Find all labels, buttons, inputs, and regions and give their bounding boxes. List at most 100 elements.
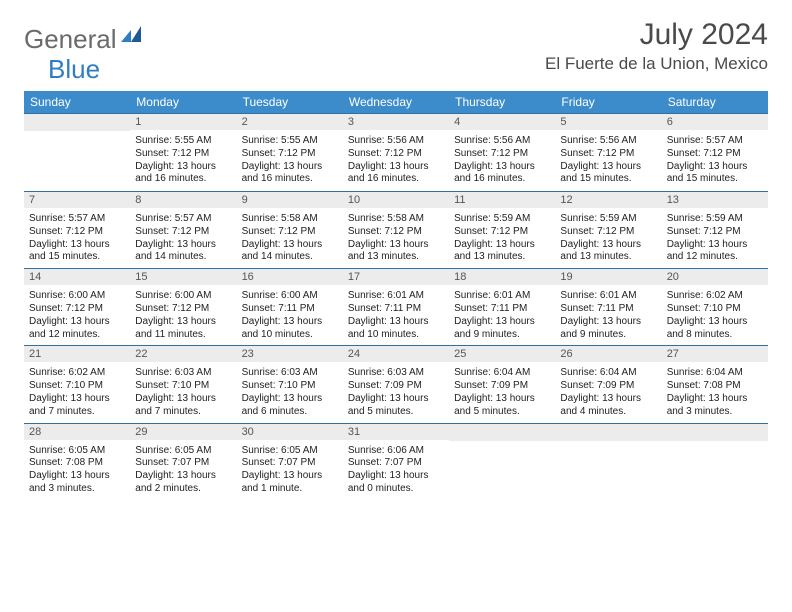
calendar-day-cell: 30Sunrise: 6:05 AMSunset: 7:07 PMDayligh… xyxy=(237,423,343,501)
brand-logo: General xyxy=(24,18,145,55)
sunrise-text: Sunrise: 5:59 AM xyxy=(560,213,656,226)
sunrise-text: Sunrise: 6:04 AM xyxy=(667,367,763,380)
sunrise-text: Sunrise: 6:02 AM xyxy=(667,290,763,303)
day-details: Sunrise: 6:04 AMSunset: 7:09 PMDaylight:… xyxy=(555,364,661,422)
day-details: Sunrise: 5:59 AMSunset: 7:12 PMDaylight:… xyxy=(662,210,768,268)
day-details: Sunrise: 6:00 AMSunset: 7:11 PMDaylight:… xyxy=(237,287,343,345)
calendar-day-cell: 25 Sunrise: 6:04 AMSunset: 7:09 PMDayligh… xyxy=(449,346,555,423)
daylight-text: Daylight: 13 hours and 10 minutes. xyxy=(242,316,338,342)
sunrise-text: Sunrise: 6:03 AM xyxy=(135,367,231,380)
sunset-text: Sunset: 7:12 PM xyxy=(242,226,338,239)
daylight-text: Daylight: 13 hours and 16 minutes. xyxy=(135,161,231,187)
empty-day-header xyxy=(555,424,661,441)
day-number: 13 xyxy=(662,192,768,208)
daylight-text: Daylight: 13 hours and 16 minutes. xyxy=(348,161,444,187)
brand-part2: Blue xyxy=(48,54,100,85)
day-details: Sunrise: 6:02 AMSunset: 7:10 PMDaylight:… xyxy=(662,287,768,345)
sunrise-text: Sunrise: 6:01 AM xyxy=(348,290,444,303)
sunset-text: Sunset: 7:07 PM xyxy=(242,457,338,470)
day-details: Sunrise: 5:56 AMSunset: 7:12 PMDaylight:… xyxy=(343,132,449,190)
sunset-text: Sunset: 7:12 PM xyxy=(667,226,763,239)
calendar-day-cell: 3Sunrise: 5:56 AMSunset: 7:12 PMDaylight… xyxy=(343,114,449,192)
day-number: 12 xyxy=(555,192,661,208)
daylight-text: Daylight: 13 hours and 2 minutes. xyxy=(135,470,231,496)
day-details: Sunrise: 6:06 AMSunset: 7:07 PMDaylight:… xyxy=(343,442,449,500)
weekday-header-row: Sunday Monday Tuesday Wednesday Thursday… xyxy=(24,91,768,114)
sunrise-text: Sunrise: 6:01 AM xyxy=(560,290,656,303)
daylight-text: Daylight: 13 hours and 14 minutes. xyxy=(242,239,338,265)
sunrise-text: Sunrise: 6:02 AM xyxy=(29,367,125,380)
sunset-text: Sunset: 7:09 PM xyxy=(454,380,550,393)
calendar-day-cell: 21Sunrise: 6:02 AMSunset: 7:10 PMDayligh… xyxy=(24,346,130,423)
title-block: July 2024 El Fuerte de la Union, Mexico xyxy=(545,18,768,74)
day-details: Sunrise: 6:04 AMSunset: 7:09 PMDaylight:… xyxy=(449,364,555,422)
calendar-week-row: 7Sunrise: 5:57 AMSunset: 7:12 PMDaylight… xyxy=(24,192,768,269)
day-number: 22 xyxy=(130,346,236,362)
empty-day-header xyxy=(662,424,768,441)
day-details: Sunrise: 5:56 AMSunset: 7:12 PMDaylight:… xyxy=(555,132,661,190)
calendar-day-cell: 13 Sunrise: 5:59 AMSunset: 7:12 PMDayligh… xyxy=(662,192,768,269)
calendar-table: Sunday Monday Tuesday Wednesday Thursday… xyxy=(24,91,768,501)
sunrise-text: Sunrise: 5:57 AM xyxy=(667,135,763,148)
sunset-text: Sunset: 7:12 PM xyxy=(348,226,444,239)
calendar-day-cell: 27Sunrise: 6:04 AMSunset: 7:08 PMDayligh… xyxy=(662,346,768,423)
daylight-text: Daylight: 13 hours and 16 minutes. xyxy=(242,161,338,187)
day-number: 4 xyxy=(449,114,555,130)
weekday-header: Sunday xyxy=(24,91,130,114)
calendar-day-cell xyxy=(555,423,661,501)
day-number: 28 xyxy=(24,424,130,440)
sunset-text: Sunset: 7:12 PM xyxy=(348,148,444,161)
daylight-text: Daylight: 13 hours and 14 minutes. xyxy=(135,239,231,265)
sunrise-text: Sunrise: 6:06 AM xyxy=(348,445,444,458)
weekday-header: Saturday xyxy=(662,91,768,114)
sunset-text: Sunset: 7:12 PM xyxy=(29,226,125,239)
calendar-day-cell xyxy=(24,114,130,192)
day-details: Sunrise: 5:56 AMSunset: 7:12 PMDaylight:… xyxy=(449,132,555,190)
day-details: Sunrise: 5:55 AMSunset: 7:12 PMDaylight:… xyxy=(130,132,236,190)
day-number: 29 xyxy=(130,424,236,440)
daylight-text: Daylight: 13 hours and 15 minutes. xyxy=(667,161,763,187)
day-number: 8 xyxy=(130,192,236,208)
calendar-day-cell: 31Sunrise: 6:06 AMSunset: 7:07 PMDayligh… xyxy=(343,423,449,501)
sunrise-text: Sunrise: 6:00 AM xyxy=(135,290,231,303)
month-title: July 2024 xyxy=(545,18,768,52)
day-number: 7 xyxy=(24,192,130,208)
day-details: Sunrise: 5:57 AMSunset: 7:12 PMDaylight:… xyxy=(662,132,768,190)
day-details: Sunrise: 5:57 AMSunset: 7:12 PMDaylight:… xyxy=(130,210,236,268)
daylight-text: Daylight: 13 hours and 9 minutes. xyxy=(560,316,656,342)
weekday-header: Wednesday xyxy=(343,91,449,114)
daylight-text: Daylight: 13 hours and 0 minutes. xyxy=(348,470,444,496)
calendar-day-cell: 14Sunrise: 6:00 AMSunset: 7:12 PMDayligh… xyxy=(24,269,130,346)
calendar-day-cell: 12 Sunrise: 5:59 AMSunset: 7:12 PMDayligh… xyxy=(555,192,661,269)
brand-part1: General xyxy=(24,24,117,55)
day-number: 19 xyxy=(555,269,661,285)
calendar-day-cell: 24Sunrise: 6:03 AMSunset: 7:09 PMDayligh… xyxy=(343,346,449,423)
day-number: 9 xyxy=(237,192,343,208)
sunset-text: Sunset: 7:11 PM xyxy=(348,303,444,316)
calendar-day-cell xyxy=(449,423,555,501)
daylight-text: Daylight: 13 hours and 11 minutes. xyxy=(135,316,231,342)
weekday-header: Tuesday xyxy=(237,91,343,114)
brand-mark-icon xyxy=(121,18,143,49)
day-details: Sunrise: 5:57 AMSunset: 7:12 PMDaylight:… xyxy=(24,210,130,268)
calendar-week-row: 21Sunrise: 6:02 AMSunset: 7:10 PMDayligh… xyxy=(24,346,768,423)
calendar-day-cell: 23Sunrise: 6:03 AMSunset: 7:10 PMDayligh… xyxy=(237,346,343,423)
daylight-text: Daylight: 13 hours and 4 minutes. xyxy=(560,393,656,419)
calendar-day-cell: 18Sunrise: 6:01 AMSunset: 7:11 PMDayligh… xyxy=(449,269,555,346)
sunrise-text: Sunrise: 5:56 AM xyxy=(454,135,550,148)
day-number: 25 xyxy=(449,346,555,362)
day-details: Sunrise: 5:59 AMSunset: 7:12 PMDaylight:… xyxy=(555,210,661,268)
daylight-text: Daylight: 13 hours and 7 minutes. xyxy=(29,393,125,419)
calendar-day-cell: 10Sunrise: 5:58 AMSunset: 7:12 PMDayligh… xyxy=(343,192,449,269)
calendar-day-cell: 29Sunrise: 6:05 AMSunset: 7:07 PMDayligh… xyxy=(130,423,236,501)
sunset-text: Sunset: 7:08 PM xyxy=(29,457,125,470)
sunset-text: Sunset: 7:11 PM xyxy=(242,303,338,316)
sunset-text: Sunset: 7:12 PM xyxy=(454,226,550,239)
sunrise-text: Sunrise: 5:59 AM xyxy=(667,213,763,226)
sunset-text: Sunset: 7:10 PM xyxy=(667,303,763,316)
location-text: El Fuerte de la Union, Mexico xyxy=(545,54,768,74)
day-number: 10 xyxy=(343,192,449,208)
day-number: 2 xyxy=(237,114,343,130)
daylight-text: Daylight: 13 hours and 7 minutes. xyxy=(135,393,231,419)
sunset-text: Sunset: 7:12 PM xyxy=(454,148,550,161)
